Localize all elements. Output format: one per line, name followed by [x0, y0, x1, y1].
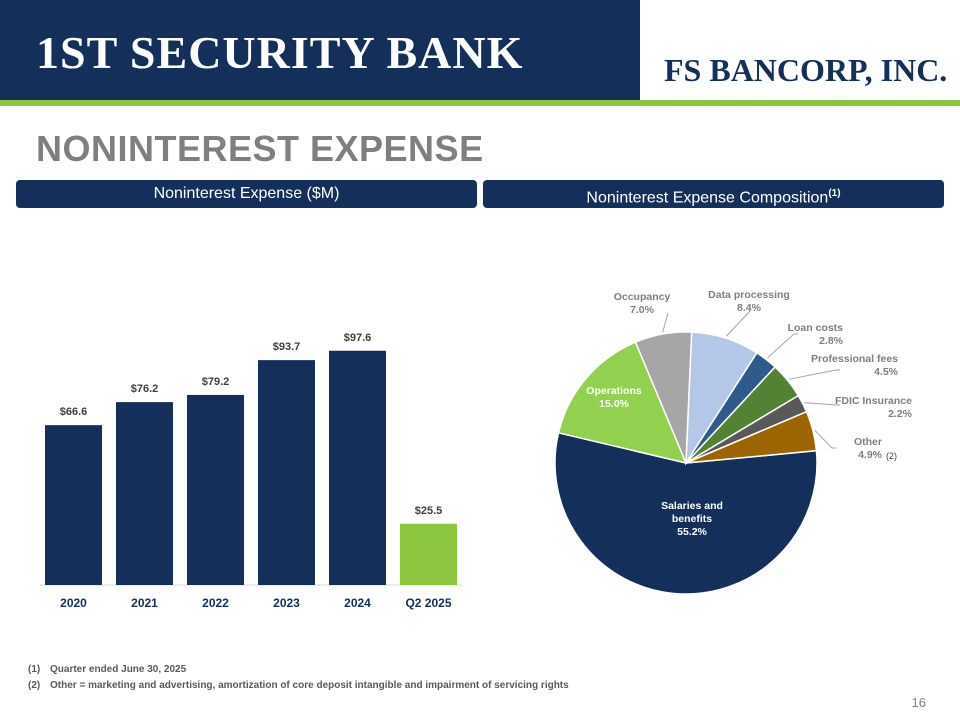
- noninterest-expense-bar-chart: $66.6 2020 $76.2 2021 $79.2 2022 $93.7 2023 $97.…: [40, 332, 462, 610]
- noninterest-expense-pie-chart: Salaries and benefits 55.2% Operations 15.0%…: [554, 289, 913, 595]
- pie-chart-heading-text: Noninterest Expense Composition: [586, 189, 829, 207]
- page-number: 16: [911, 695, 926, 710]
- footnote-2-number: (2): [28, 680, 41, 691]
- bar-category-label: 2022: [202, 596, 229, 610]
- footnote-1-number: (1): [28, 664, 41, 675]
- footnotes: (1) Quarter ended June 30, 2025 (2) Other …: [28, 662, 569, 694]
- bar-2023: [258, 360, 315, 585]
- pie-footnote-ref: (2): [886, 451, 897, 461]
- bar-category-label: 2020: [60, 596, 87, 610]
- bar-2024: [329, 350, 386, 585]
- footnote-2-text: Other = marketing and advertising, amort…: [50, 680, 569, 691]
- pie-slice-label: Occupancy 7.0%: [614, 291, 671, 316]
- pie-slice-label: Operations 15.0%: [586, 385, 642, 410]
- bar-data-label: $76.2: [131, 383, 159, 395]
- footnote-2: (2) Other = marketing and advertising, am…: [28, 678, 569, 694]
- bar-category-label: Q2 2025: [405, 596, 451, 610]
- bar-category-label: 2024: [344, 596, 371, 610]
- pie-leader-line: [662, 312, 669, 333]
- bar-chart-heading: Noninterest Expense ($M): [16, 180, 477, 208]
- bar-data-label: $25.5: [415, 505, 443, 517]
- pie-leader-line: [804, 402, 840, 406]
- footnote-1: (1) Quarter ended June 30, 2025: [28, 662, 569, 678]
- bar-2022: [187, 394, 244, 585]
- bar-2021: [116, 402, 173, 585]
- pie-slice-label: Other 4.9%: [854, 436, 883, 461]
- footnote-1-text: Quarter ended June 30, 2025: [50, 664, 187, 675]
- header-logo-panel: [640, 0, 960, 100]
- bar-data-label: $66.6: [60, 406, 88, 418]
- bar-chart-heading-text: Noninterest Expense ($M): [153, 185, 340, 202]
- pie-chart-heading-footnote-ref: (1): [828, 188, 841, 199]
- bar-category-label: 2023: [273, 596, 300, 610]
- header-accent-rule: [0, 100, 960, 106]
- pie-leader-line: [814, 429, 836, 449]
- bar-data-label: $93.7: [273, 341, 301, 353]
- pie-chart-heading: Noninterest Expense Composition(1): [483, 180, 944, 208]
- bar-category-label: 2021: [131, 596, 158, 610]
- pie-leader-line: [767, 333, 798, 359]
- bar-data-label: $97.6: [344, 332, 372, 344]
- first-security-bank-logo: 1ST SECURITY BANK: [36, 27, 524, 78]
- pie-slice-label: Loan costs 2.8%: [788, 322, 844, 347]
- pie-slice-other: [685, 410, 818, 464]
- slide-title: NONINTEREST EXPENSE: [36, 128, 484, 169]
- bar-data-label: $79.2: [202, 376, 230, 388]
- fs-bancorp-logo: FS BANCORP, INC.: [664, 52, 948, 88]
- pie-leader-line: [789, 369, 840, 380]
- header-bar: [0, 0, 640, 100]
- bar-q2-2025: [400, 523, 457, 585]
- pie-slice-label: Professional fees 4.5%: [811, 353, 899, 378]
- bar-2020: [45, 425, 102, 585]
- pie-slice-label: FDIC Insurance 2.2%: [835, 395, 913, 420]
- pie-slice-salaries-and-benefits: [554, 431, 818, 595]
- pie-leader-line: [725, 310, 751, 337]
- pie-slice-label: Data processing 8.4%: [708, 289, 790, 314]
- pie-slice-label: Salaries and benefits 55.2%: [661, 500, 723, 538]
- pie-slice-operations: [557, 341, 688, 465]
